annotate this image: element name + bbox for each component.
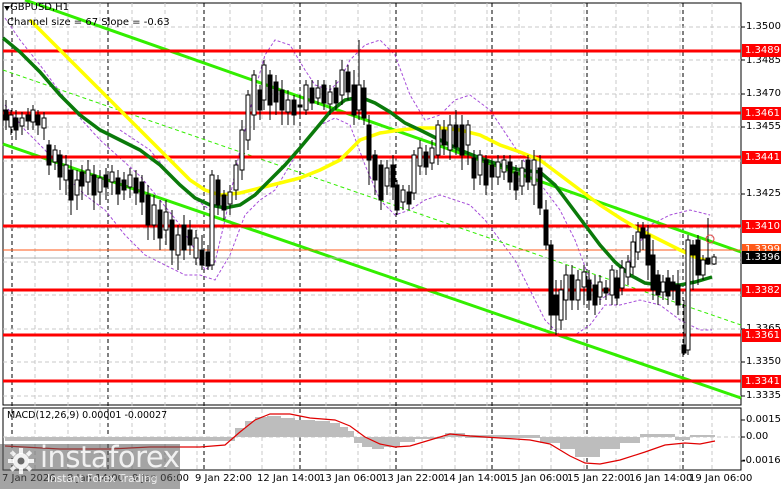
time-tick: 16 Jan 14:00 [629, 473, 693, 484]
time-tick: 13 Jan 22:00 [381, 473, 445, 484]
time-tick: 13 Jan 06:00 [319, 473, 383, 484]
day-separators [11, 3, 684, 470]
time-tick: 19 Jan 06:00 [689, 473, 753, 484]
macd-signal-line [4, 413, 716, 465]
signal-marker-icon [705, 234, 715, 244]
time-tick: 9 Jan 22:00 [195, 473, 252, 484]
collapse-triangle-icon[interactable] [4, 6, 10, 11]
macd-label: MACD(12,26,9) 0.00001 -0.00027 [7, 410, 168, 421]
instaforex-watermark: instaforex Instant Forex Trading [0, 440, 180, 489]
watermark-tagline: Instant Forex Trading [47, 473, 158, 485]
macd-histogram [5, 416, 715, 457]
price-axis [741, 26, 745, 462]
gear-logo-icon [8, 448, 34, 474]
candlesticks [3, 40, 717, 355]
ma-fast-line [28, 18, 711, 264]
time-tick: 12 Jan 14:00 [257, 473, 321, 484]
channel-upper-line [24, 0, 742, 254]
watermark-brand: instaforex [40, 440, 180, 474]
time-tick: 15 Jan 06:00 [505, 473, 569, 484]
time-tick: 15 Jan 22:00 [567, 473, 631, 484]
envelope-bands [4, 17, 712, 336]
time-tick: 14 Jan 14:00 [443, 473, 507, 484]
channel-info: Channel size = 67 Slope = -0.63 [7, 17, 170, 28]
price-panel-frame [2, 2, 742, 406]
chart-symbol-title: GBPUSD,H1 [10, 2, 70, 13]
